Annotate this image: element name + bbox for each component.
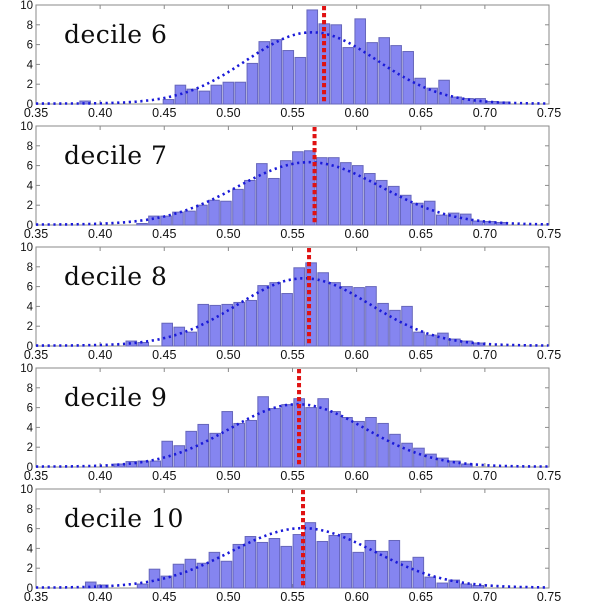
svg-text:0.50: 0.50	[216, 348, 240, 362]
svg-text:0: 0	[27, 583, 33, 595]
svg-text:0: 0	[27, 462, 33, 474]
svg-text:0.70: 0.70	[473, 106, 497, 120]
svg-text:0.45: 0.45	[152, 590, 176, 604]
svg-text:2: 2	[27, 321, 33, 333]
svg-text:0.60: 0.60	[344, 227, 368, 241]
svg-text:8: 8	[27, 383, 33, 395]
svg-text:0.55: 0.55	[280, 348, 304, 362]
svg-text:6: 6	[27, 161, 33, 173]
svg-text:10: 10	[20, 0, 33, 12]
svg-text:10: 10	[20, 484, 33, 496]
svg-text:4: 4	[27, 543, 34, 555]
svg-text:0.60: 0.60	[344, 590, 368, 604]
histogram-plot: 0.35 0.40 0.45 0.50 0.55 0.60 0.65 0.70 0.75 0 2 4 6…	[20, 242, 561, 362]
svg-text:0.50: 0.50	[216, 590, 240, 604]
svg-text:0.35: 0.35	[24, 348, 48, 362]
svg-text:0: 0	[27, 220, 33, 232]
panel-label: decile 8	[64, 262, 168, 291]
svg-text:0.35: 0.35	[24, 106, 48, 120]
svg-text:0.35: 0.35	[24, 469, 48, 483]
svg-text:0.50: 0.50	[216, 227, 240, 241]
panel-decile-10: 0.35 0.40 0.45 0.50 0.55 0.60 0.65 0.70 0.75 0 2 4 6…	[0, 484, 607, 605]
histogram-plot: 0.35 0.40 0.45 0.50 0.55 0.60 0.65 0.70 0.75 0 2 4 6…	[20, 363, 561, 483]
svg-text:0.45: 0.45	[152, 227, 176, 241]
svg-text:0.60: 0.60	[344, 469, 368, 483]
svg-text:0.40: 0.40	[88, 469, 112, 483]
svg-text:0.65: 0.65	[409, 590, 433, 604]
svg-text:2: 2	[27, 442, 33, 454]
svg-text:2: 2	[27, 200, 33, 212]
svg-text:0.35: 0.35	[24, 590, 48, 604]
svg-text:0.45: 0.45	[152, 106, 176, 120]
svg-text:2: 2	[27, 79, 33, 91]
svg-text:6: 6	[27, 40, 33, 52]
svg-text:0.40: 0.40	[88, 106, 112, 120]
svg-text:0.60: 0.60	[344, 106, 368, 120]
svg-text:0.75: 0.75	[537, 227, 561, 241]
svg-text:4: 4	[27, 422, 34, 434]
histogram-plot: 0.35 0.40 0.45 0.50 0.55 0.60 0.65 0.70 0.75 0 2 4 6…	[20, 121, 561, 241]
panel-decile-8: 0.35 0.40 0.45 0.50 0.55 0.60 0.65 0.70 0.75 0 2 4 6…	[0, 242, 607, 363]
svg-text:10: 10	[20, 363, 33, 375]
svg-text:0.55: 0.55	[280, 227, 304, 241]
svg-text:0.70: 0.70	[473, 348, 497, 362]
svg-text:0.35: 0.35	[24, 227, 48, 241]
svg-text:0.70: 0.70	[473, 469, 497, 483]
svg-text:6: 6	[27, 403, 33, 415]
svg-text:0.55: 0.55	[280, 469, 304, 483]
svg-text:0.40: 0.40	[88, 348, 112, 362]
svg-text:0.75: 0.75	[537, 106, 561, 120]
svg-text:0.75: 0.75	[537, 348, 561, 362]
svg-text:4: 4	[27, 180, 34, 192]
svg-text:6: 6	[27, 282, 33, 294]
svg-text:0.75: 0.75	[537, 469, 561, 483]
svg-text:10: 10	[20, 242, 33, 254]
svg-text:6: 6	[27, 524, 33, 536]
svg-text:0.75: 0.75	[537, 590, 561, 604]
svg-text:0.45: 0.45	[152, 348, 176, 362]
svg-text:8: 8	[27, 141, 33, 153]
panel-label: decile 7	[64, 141, 168, 170]
panel-label: decile 9	[64, 383, 168, 412]
svg-text:0: 0	[27, 99, 33, 111]
svg-text:0.40: 0.40	[88, 590, 112, 604]
svg-text:0.45: 0.45	[152, 469, 176, 483]
svg-text:4: 4	[27, 59, 34, 71]
svg-text:8: 8	[27, 504, 33, 516]
svg-text:0.55: 0.55	[280, 590, 304, 604]
svg-text:2: 2	[27, 563, 33, 575]
panel-label: decile 6	[64, 20, 168, 49]
svg-text:0.70: 0.70	[473, 227, 497, 241]
histogram-plot: 0.35 0.40 0.45 0.50 0.55 0.60 0.65 0.70 0.75 0 2 4 6…	[20, 484, 561, 604]
svg-text:0.50: 0.50	[216, 469, 240, 483]
panel-decile-9: 0.35 0.40 0.45 0.50 0.55 0.60 0.65 0.70 0.75 0 2 4 6…	[0, 363, 607, 484]
svg-text:0: 0	[27, 341, 33, 353]
panel-decile-6: 0.35 0.40 0.45 0.50 0.55 0.60 0.65 0.70 0.75 0 2 4 6…	[0, 0, 607, 121]
panel-decile-7: 0.35 0.40 0.45 0.50 0.55 0.60 0.65 0.70 0.75 0 2 4 6…	[0, 121, 607, 242]
svg-text:0.65: 0.65	[409, 227, 433, 241]
svg-text:8: 8	[27, 20, 33, 32]
svg-text:0.65: 0.65	[409, 106, 433, 120]
svg-text:0.65: 0.65	[409, 348, 433, 362]
svg-text:8: 8	[27, 262, 33, 274]
svg-text:0.70: 0.70	[473, 590, 497, 604]
svg-text:0.55: 0.55	[280, 106, 304, 120]
histogram-plot: 0.35 0.40 0.45 0.50 0.55 0.60 0.65 0.70 0.75 0 2 4 6…	[20, 0, 561, 120]
panel-label: decile 10	[64, 504, 184, 533]
svg-text:4: 4	[27, 301, 34, 313]
svg-text:0.50: 0.50	[216, 106, 240, 120]
svg-text:0.40: 0.40	[88, 227, 112, 241]
svg-text:0.65: 0.65	[409, 469, 433, 483]
svg-text:0.60: 0.60	[344, 348, 368, 362]
svg-text:10: 10	[20, 121, 33, 133]
